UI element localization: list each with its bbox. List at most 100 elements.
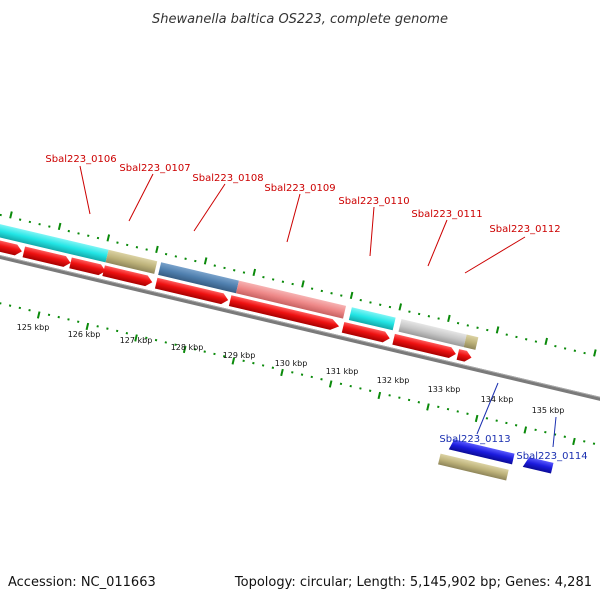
feature-khaki-0112[interactable] <box>463 334 479 350</box>
gene-arrow[interactable] <box>22 246 72 268</box>
gene-arrow-reverse[interactable] <box>448 439 515 465</box>
outer-ruler-tick <box>437 317 440 320</box>
outer-ruler-tick <box>77 232 80 235</box>
scale-labels: 125 kbp 126 kbp 127 kbp 128 kbp 129 kbp … <box>17 323 565 415</box>
outer-ruler-tick <box>476 326 479 329</box>
inner-ruler-tick <box>36 311 41 319</box>
gene-arrow[interactable] <box>341 321 391 344</box>
gene-arrow[interactable] <box>456 349 473 363</box>
gene-label-sbal223-0113[interactable]: Sbal223_0113 <box>439 434 510 445</box>
feature-gray-0111[interactable] <box>398 319 467 348</box>
leader-line <box>464 236 526 274</box>
gene-arrow[interactable] <box>69 257 107 277</box>
inner-ruler-tick <box>213 352 216 356</box>
inner-ruler-tick <box>0 302 2 305</box>
feature-khaki-0107[interactable] <box>105 249 158 274</box>
outer-ruler-tick <box>466 324 470 327</box>
inner-ruler-tick <box>466 412 469 415</box>
gene-label-sbal223-0112[interactable]: Sbal223_0112 <box>489 224 560 235</box>
gene-label-sbal223-0109[interactable]: Sbal223_0109 <box>264 183 335 194</box>
outer-ruler-tick <box>223 266 226 270</box>
outer-ruler-tick <box>116 241 119 244</box>
gene-label-sbal223-0111[interactable]: Sbal223_0111 <box>411 209 482 220</box>
inner-ruler-tick <box>125 332 129 335</box>
gene-label-sbal223-0114[interactable]: Sbal223_0114 <box>516 451 587 462</box>
outer-ruler-tick <box>233 269 236 272</box>
top-leader-lines <box>79 165 526 274</box>
inner-tick-ruler <box>0 302 596 446</box>
gene-arrow[interactable] <box>102 265 153 287</box>
inner-ruler-tick <box>310 375 313 379</box>
inner-ruler-tick <box>572 437 576 446</box>
inner-ruler-tick <box>145 336 148 340</box>
inner-ruler-tick <box>67 318 70 321</box>
outer-ruler-tick <box>583 351 586 355</box>
feature-salmon-0109[interactable] <box>235 280 347 319</box>
scale-label: 135 kbp <box>532 406 565 415</box>
outer-ruler-tick <box>447 314 451 323</box>
feature-steel-0108[interactable] <box>158 262 239 294</box>
feature-row <box>0 221 479 350</box>
inner-ruler-tick <box>407 398 411 402</box>
outer-ruler-tick <box>271 278 275 281</box>
gene-arrow[interactable] <box>392 333 457 359</box>
inner-ruler-tick <box>417 401 421 404</box>
feature-khaki-0113[interactable] <box>438 453 509 481</box>
leader-line <box>369 206 375 257</box>
gene-label-sbal223-0107[interactable]: Sbal223_0107 <box>119 163 190 174</box>
inner-ruler-tick <box>134 334 138 342</box>
outer-tick-ruler <box>0 211 597 357</box>
gene-label-sbal223-0108[interactable]: Sbal223_0108 <box>192 173 263 184</box>
outer-ruler-tick <box>48 225 51 228</box>
inner-ruler-tick <box>222 355 226 358</box>
outer-ruler-tick <box>408 310 411 313</box>
inner-ruler-tick <box>18 306 22 310</box>
inner-ruler-tick <box>328 380 333 388</box>
inner-ruler-tick <box>203 350 206 353</box>
gene-arrow[interactable] <box>154 277 230 306</box>
genome-backbone-highlight <box>0 245 600 408</box>
outer-ruler-tick <box>125 243 129 247</box>
inner-ruler-tick <box>592 442 596 445</box>
inner-ruler-tick <box>271 366 275 369</box>
outer-ruler-tick <box>301 280 305 288</box>
gene-arrow[interactable] <box>228 295 341 331</box>
scale-label: 130 kbp <box>275 359 308 368</box>
inner-ruler-tick <box>28 309 31 312</box>
outer-ruler-tick <box>417 312 421 316</box>
outer-ruler-tick <box>281 280 285 283</box>
outer-ruler-tick <box>486 328 489 332</box>
outer-ruler-tick <box>310 287 314 290</box>
outer-ruler-tick <box>38 223 41 226</box>
genome-track-group <box>0 211 600 481</box>
inner-ruler-tick <box>57 315 60 319</box>
inner-ruler-tick <box>544 430 547 434</box>
inner-ruler-tick <box>398 396 401 399</box>
gene-label-sbal223-0106[interactable]: Sbal223_0106 <box>45 154 116 165</box>
inner-ruler-tick <box>505 421 508 425</box>
outer-ruler-tick <box>57 222 62 231</box>
inner-ruler-tick <box>583 440 586 443</box>
scale-label: 127 kbp <box>120 336 153 345</box>
inner-ruler-tick <box>359 387 362 390</box>
feature-cyan-0110[interactable] <box>348 307 396 331</box>
inner-ruler-tick <box>291 371 294 374</box>
inner-ruler-tick <box>85 322 90 331</box>
gene-label-sbal223-0110[interactable]: Sbal223_0110 <box>338 196 409 207</box>
outer-ruler-tick <box>9 211 13 219</box>
feature-cyan-0106[interactable] <box>0 221 109 263</box>
inner-ruler-tick <box>252 361 255 365</box>
gene-arrow-reverse[interactable] <box>522 456 554 474</box>
inner-ruler-tick <box>523 426 528 434</box>
outer-ruler-tick <box>524 338 528 341</box>
inner-ruler-tick <box>485 417 489 420</box>
inner-ruler-tick <box>154 338 158 342</box>
gene-arrow[interactable] <box>0 236 23 257</box>
scale-label: 134 kbp <box>481 395 514 404</box>
scale-label: 131 kbp <box>326 367 359 376</box>
inner-ruler-tick <box>320 378 323 381</box>
scale-label: 129 kbp <box>223 351 256 360</box>
inner-ruler-tick <box>388 394 391 397</box>
map-title: Shewanella baltica OS223, complete genom… <box>152 12 448 27</box>
